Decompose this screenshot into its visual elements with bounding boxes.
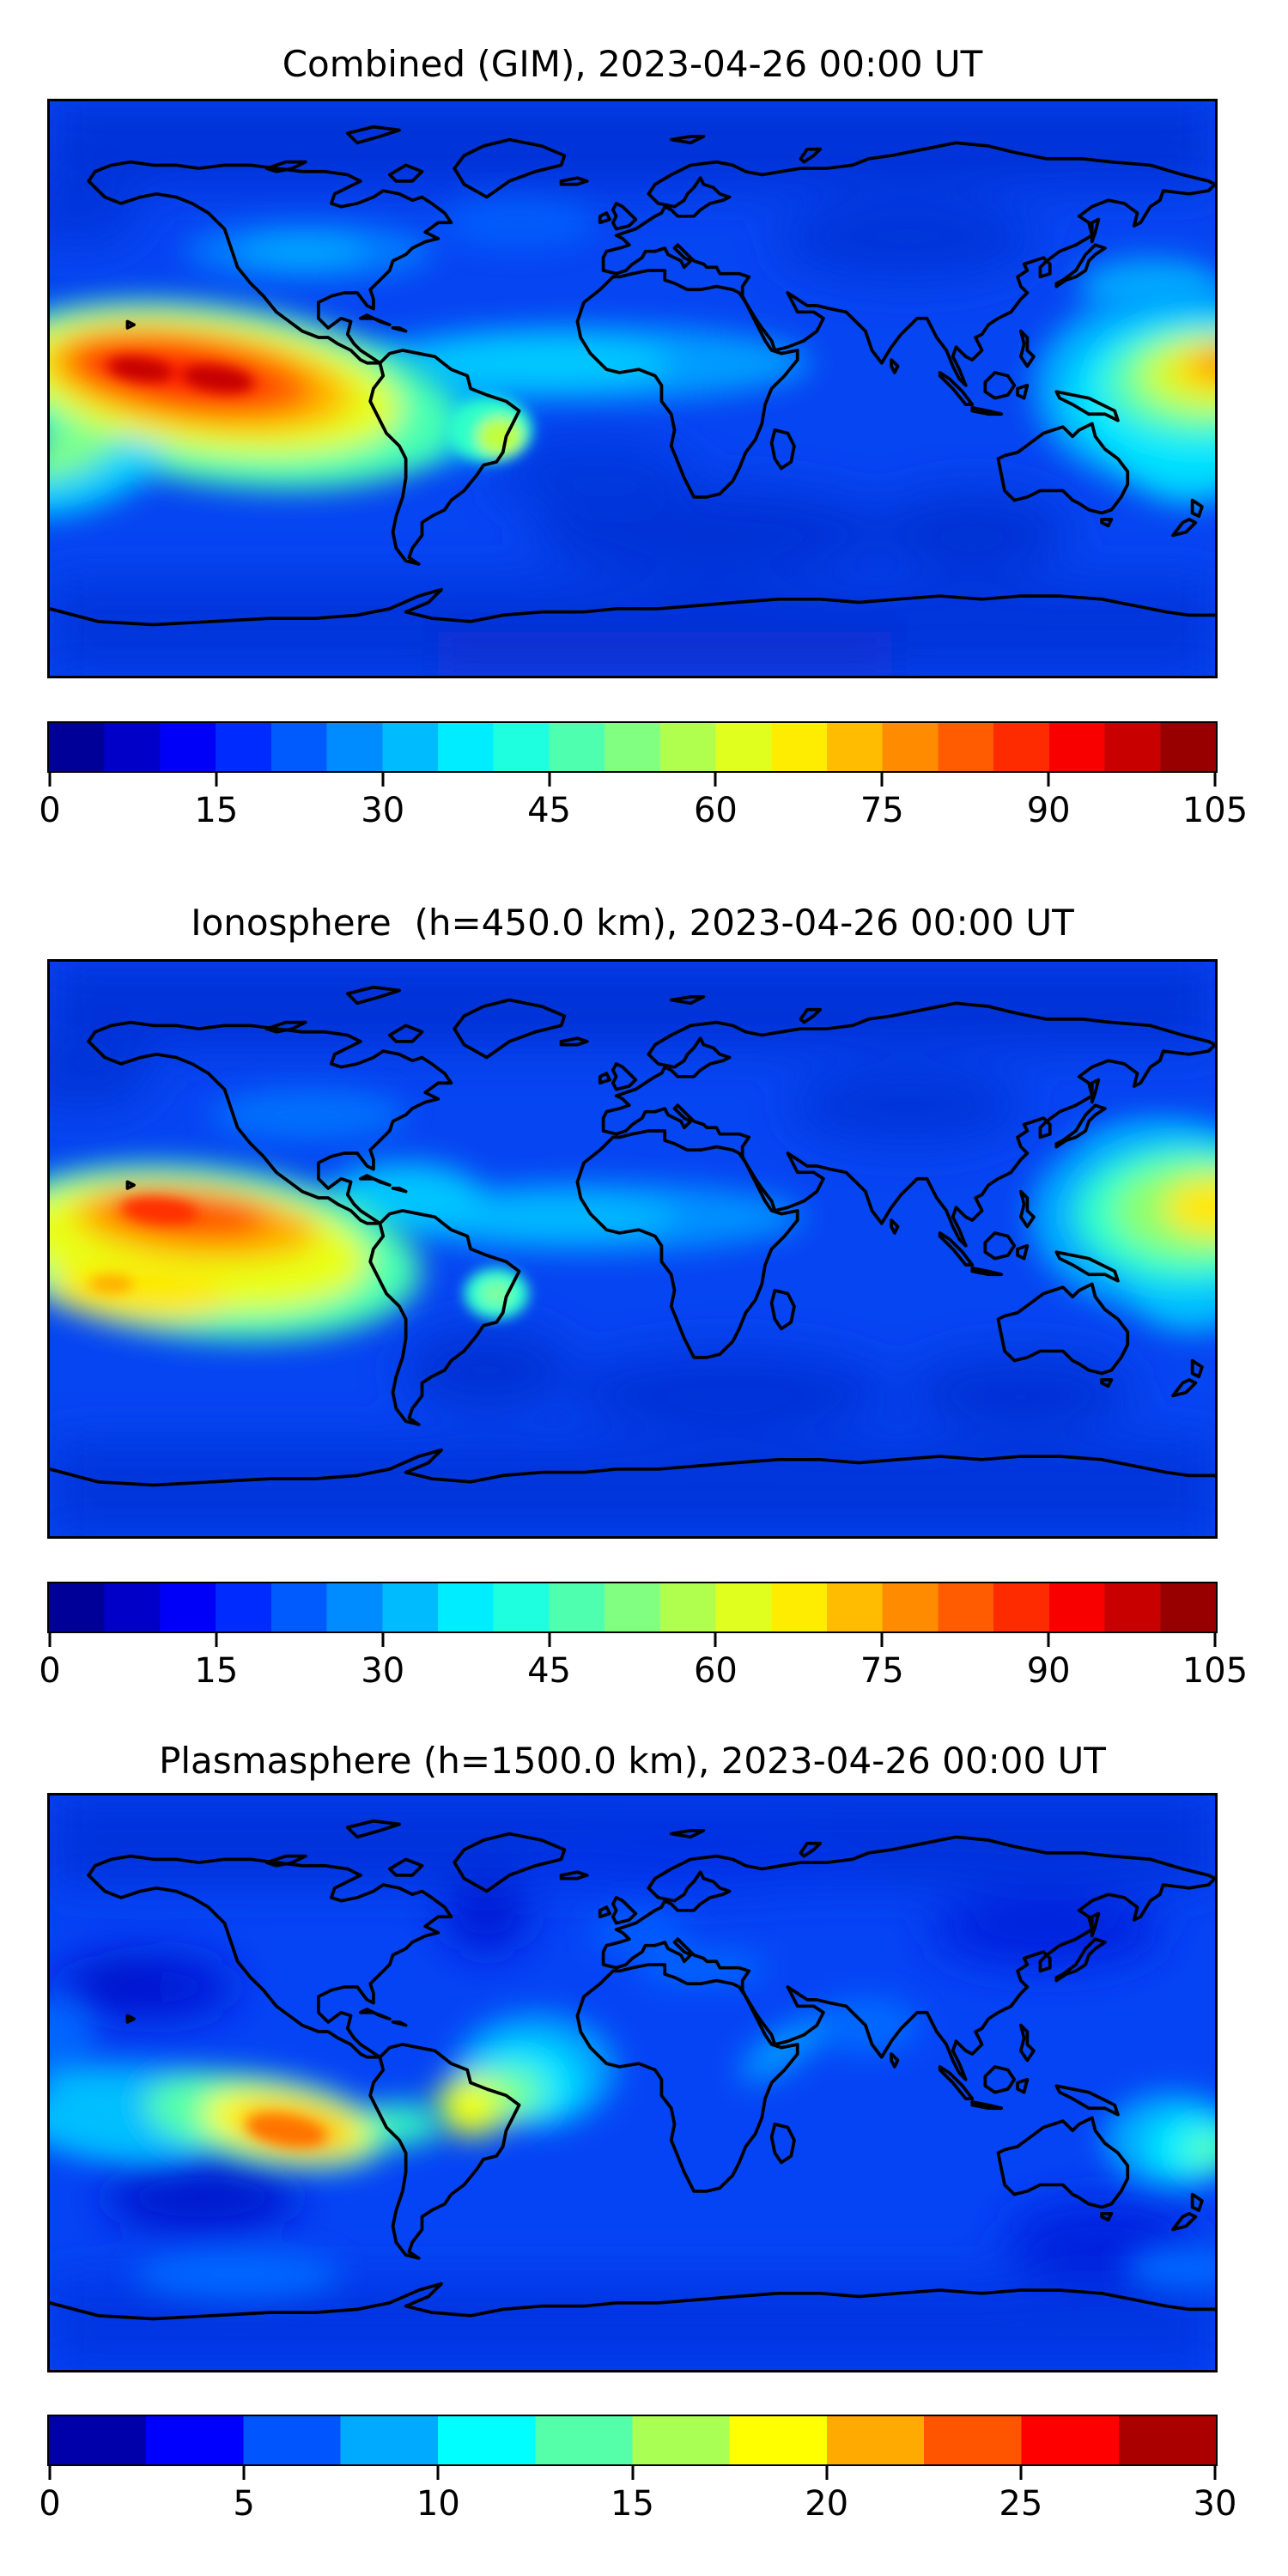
colorbar-tick-mark bbox=[1019, 2464, 1023, 2480]
colorbar-combined bbox=[47, 721, 1218, 773]
map-combined bbox=[47, 99, 1218, 678]
colorbar-tick-label: 15 bbox=[194, 791, 239, 830]
colorbar-tick-label: 30 bbox=[361, 1651, 405, 1691]
colorbar-tick-label: 0 bbox=[39, 791, 61, 830]
colorbar-tick-mark bbox=[242, 2464, 246, 2480]
colorbar-tick-mark bbox=[381, 771, 385, 787]
colorbar-tick-mark bbox=[548, 771, 551, 787]
colorbar-tick-label: 30 bbox=[361, 791, 405, 830]
colorbar-tick-label: 90 bbox=[1026, 791, 1071, 830]
colorbar-tick-label: 60 bbox=[693, 791, 738, 830]
colorbar-tick-mark bbox=[631, 2464, 634, 2480]
colorbar-tick-mark bbox=[548, 1631, 551, 1647]
colorbar-tick-label: 45 bbox=[527, 1651, 572, 1691]
map-canvas-ionosphere bbox=[50, 962, 1215, 1536]
colorbar-tick-label: 0 bbox=[39, 2484, 61, 2524]
colorbar-tick-label: 45 bbox=[527, 791, 572, 830]
colorbar-tick-mark bbox=[48, 771, 52, 787]
map-ionosphere bbox=[47, 959, 1218, 1539]
colorbar-tick-label: 0 bbox=[39, 1651, 61, 1691]
panel-title-combined: Combined (GIM), 2023-04-26 00:00 UT bbox=[282, 43, 983, 85]
colorbar-ticks-combined: 0 15 30 45 60 75 90 105 bbox=[39, 771, 1248, 866]
colorbar-tick-mark bbox=[48, 2464, 52, 2480]
colorbar-ticks-ionosphere: 0 15 30 45 60 75 90 105 bbox=[39, 1631, 1248, 1726]
colorbar-tick-mark bbox=[436, 2464, 440, 2480]
colorbar-tick-label: 15 bbox=[194, 1651, 239, 1691]
colorbar-tick-label: 75 bbox=[860, 1651, 904, 1691]
panel-title-plasmasphere: Plasmasphere (h=1500.0 km), 2023-04-26 0… bbox=[159, 1740, 1106, 1782]
colorbar-tick-label: 60 bbox=[693, 1651, 738, 1691]
colorbar-tick-mark bbox=[880, 771, 884, 787]
colorbar-tick-label: 25 bbox=[999, 2484, 1043, 2524]
map-canvas-combined bbox=[50, 101, 1215, 676]
map-canvas-plasmasphere bbox=[50, 1795, 1215, 2370]
colorbar-ticks-plasmasphere: 0 5 10 15 20 25 30 bbox=[39, 2464, 1236, 2559]
colorbar-ionosphere bbox=[47, 1582, 1218, 1633]
colorbar-tick-mark bbox=[215, 1631, 218, 1647]
colorbar-tick-label: 75 bbox=[860, 791, 904, 830]
colorbar-tick-mark bbox=[1047, 771, 1050, 787]
colorbar-tick-label: 105 bbox=[1182, 1651, 1249, 1691]
colorbar-tick-mark bbox=[714, 771, 717, 787]
colorbar-tick-label: 10 bbox=[416, 2484, 460, 2524]
colorbar-tick-mark bbox=[1213, 2464, 1217, 2480]
map-plasmasphere bbox=[47, 1793, 1218, 2372]
colorbar-tick-mark bbox=[714, 1631, 717, 1647]
colorbar-tick-mark bbox=[1047, 1631, 1050, 1647]
colorbar-tick-mark bbox=[1213, 1631, 1217, 1647]
colorbar-tick-mark bbox=[48, 1631, 52, 1647]
colorbar-tick-label: 90 bbox=[1026, 1651, 1071, 1691]
colorbar-tick-label: 30 bbox=[1193, 2484, 1237, 2524]
colorbar-tick-mark bbox=[215, 771, 218, 787]
panel-title-ionosphere: Ionosphere (h=450.0 km), 2023-04-26 00:0… bbox=[191, 902, 1074, 944]
colorbar-plasmasphere bbox=[47, 2415, 1218, 2466]
colorbar-tick-label: 5 bbox=[233, 2484, 255, 2524]
colorbar-tick-label: 15 bbox=[611, 2484, 654, 2524]
colorbar-tick-mark bbox=[381, 1631, 385, 1647]
colorbar-tick-mark bbox=[1213, 771, 1217, 787]
colorbar-tick-mark bbox=[825, 2464, 829, 2480]
colorbar-tick-label: 105 bbox=[1182, 791, 1249, 830]
colorbar-tick-mark bbox=[880, 1631, 884, 1647]
colorbar-tick-label: 20 bbox=[805, 2484, 849, 2524]
